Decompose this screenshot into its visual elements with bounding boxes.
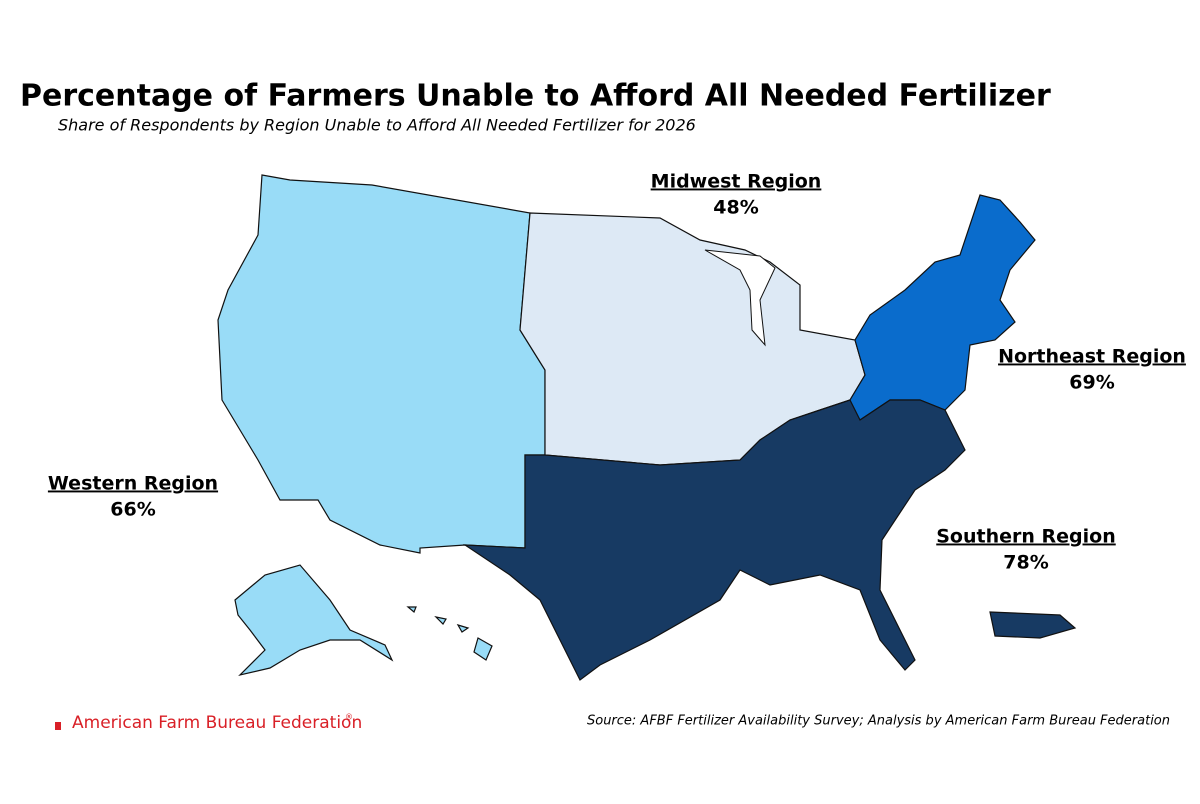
map-shapes <box>217 174 1077 681</box>
region-value: 48% <box>713 197 758 219</box>
region-name: Northeast Region <box>998 346 1186 368</box>
subtitle: Share of Respondents by Region Unable to… <box>58 116 696 135</box>
region-shape <box>989 611 1077 639</box>
region-value: 66% <box>110 499 155 521</box>
organization: American Farm Bureau Federation <box>72 713 362 733</box>
logo: FB <box>22 712 61 731</box>
region-shape <box>406 606 493 661</box>
region-value: 69% <box>1069 372 1114 394</box>
title: Percentage of Farmers Unable to Afford A… <box>20 79 1051 114</box>
logo-letters: FB <box>22 712 45 731</box>
region-shape <box>234 564 394 677</box>
source: Source: AFBF Fertilizer Availability Sur… <box>587 714 1170 729</box>
region-shape <box>217 174 546 554</box>
region-name: Midwest Region <box>651 171 822 193</box>
region-shape <box>844 194 1036 421</box>
registered-mark: ® <box>345 713 353 722</box>
region-value: 78% <box>1003 552 1048 574</box>
logo-accent <box>55 722 61 730</box>
lake <box>704 249 776 347</box>
region-name: Western Region <box>48 473 218 495</box>
region-name: Southern Region <box>936 526 1115 548</box>
region-shape <box>462 399 966 681</box>
